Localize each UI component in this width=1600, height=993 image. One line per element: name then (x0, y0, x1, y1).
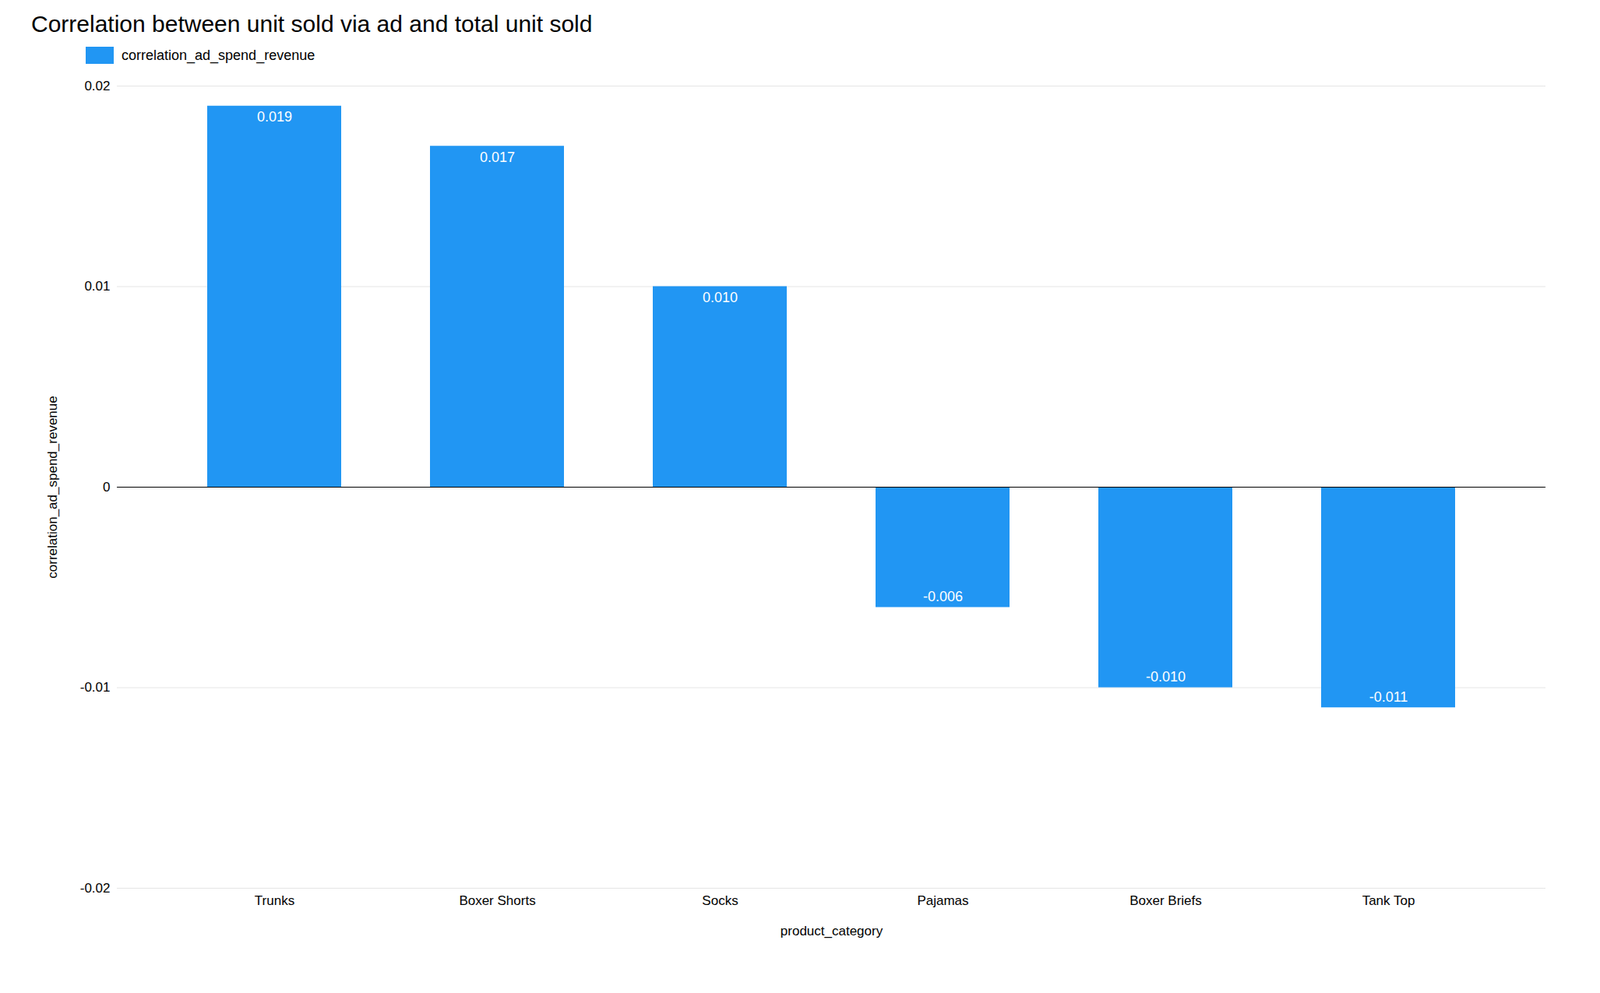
svg-text:product_category: product_category (780, 923, 884, 939)
svg-text:Boxer Briefs: Boxer Briefs (1129, 893, 1202, 909)
svg-text:-0.010: -0.010 (1145, 669, 1186, 685)
html-text:Correlation between unit sold: Correlation between unit sold via ad and… (31, 10, 593, 37)
svg-text:-0.011: -0.011 (1369, 689, 1409, 705)
html-text:correlation_ad_spend_revenue: correlation_ad_spend_revenue (121, 47, 315, 63)
svg-text:Socks: Socks (701, 893, 738, 909)
svg-text:0.02: 0.02 (84, 78, 110, 94)
svg-text:Boxer Shorts: Boxer Shorts (458, 893, 536, 909)
svg-text:0.010: 0.010 (702, 289, 738, 306)
svg-text:-0.006: -0.006 (923, 588, 963, 605)
svg-text:0.017: 0.017 (479, 149, 515, 166)
svg-text:Trunks: Trunks (254, 893, 295, 909)
svg-text:Pajamas: Pajamas (916, 893, 969, 909)
svg-text:-0.02: -0.02 (80, 881, 111, 896)
svg-text:Tank Top: Tank Top (1362, 893, 1416, 909)
svg-text:0.01: 0.01 (84, 278, 110, 294)
svg-text:correlation_ad_spend_revenue: correlation_ad_spend_revenue (45, 395, 60, 578)
svg-text:-0.01: -0.01 (80, 680, 111, 695)
svg-text:0: 0 (102, 479, 110, 495)
svg-text:0.019: 0.019 (257, 109, 293, 125)
